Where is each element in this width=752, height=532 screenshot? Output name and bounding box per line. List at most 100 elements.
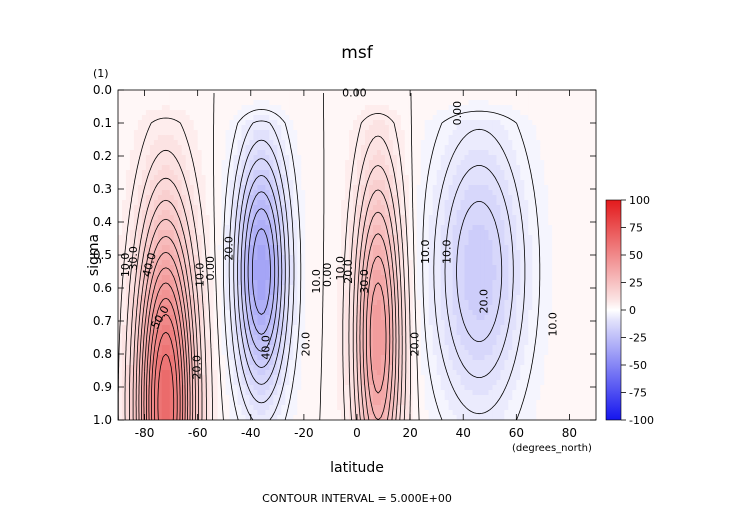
field-cell xyxy=(225,185,231,191)
field-cell xyxy=(341,200,346,206)
field-cell xyxy=(341,115,346,121)
field-cell xyxy=(225,325,231,331)
field-cell xyxy=(329,285,334,291)
field-cell xyxy=(376,250,382,256)
field-cell xyxy=(261,120,266,126)
field-cell xyxy=(364,320,370,326)
field-cell xyxy=(416,245,422,251)
field-cell xyxy=(372,280,378,286)
field-cell xyxy=(404,330,410,336)
field-cell xyxy=(261,305,266,311)
field-cell xyxy=(376,230,382,236)
field-cell xyxy=(181,395,187,401)
field-cell xyxy=(313,295,318,301)
field-cell xyxy=(125,215,131,221)
field-cell xyxy=(364,275,370,281)
field-cell xyxy=(325,155,330,161)
field-cell xyxy=(217,220,223,226)
field-cell xyxy=(281,300,286,306)
field-cell xyxy=(165,110,171,116)
field-cell xyxy=(229,240,235,246)
field-cell xyxy=(341,400,346,406)
field-cell xyxy=(317,95,322,101)
field-cell xyxy=(217,235,223,241)
field-cell xyxy=(245,215,251,221)
field-cell xyxy=(376,365,382,371)
field-cell xyxy=(169,385,175,391)
field-cell xyxy=(345,135,350,141)
field-cell xyxy=(118,350,123,356)
field-cell xyxy=(125,360,131,366)
field-cell xyxy=(129,230,135,236)
field-cell xyxy=(149,280,155,286)
field-cell xyxy=(237,135,243,141)
field-cell xyxy=(181,240,187,246)
field-cell xyxy=(189,165,195,171)
field-cell xyxy=(125,155,131,161)
field-cell xyxy=(141,175,147,181)
field-cell xyxy=(177,285,183,291)
field-cell xyxy=(329,215,334,221)
field-cell xyxy=(293,310,298,316)
field-cell xyxy=(285,290,290,296)
field-cell xyxy=(400,140,406,146)
field-cell xyxy=(380,385,386,391)
field-cell xyxy=(229,215,235,221)
field-cell xyxy=(141,155,147,161)
field-cell xyxy=(201,115,207,121)
field-cell xyxy=(265,165,270,171)
field-cell xyxy=(233,370,239,376)
field-cell xyxy=(221,125,227,131)
field-cell xyxy=(341,95,346,101)
field-cell xyxy=(189,410,195,416)
field-cell xyxy=(341,240,346,246)
field-cell xyxy=(157,195,163,201)
field-cell xyxy=(408,255,414,261)
field-cell xyxy=(141,110,147,116)
field-cell xyxy=(364,285,370,291)
field-cell xyxy=(341,255,346,261)
field-cell xyxy=(209,360,215,366)
field-cell xyxy=(341,245,346,251)
field-cell xyxy=(372,375,378,381)
field-cell xyxy=(404,205,410,211)
field-cell xyxy=(165,160,171,166)
field-cell xyxy=(209,210,215,216)
field-cell xyxy=(118,90,123,96)
field-cell xyxy=(305,275,310,281)
field-cell xyxy=(265,150,270,156)
field-cell xyxy=(384,245,390,251)
field-cell xyxy=(321,400,326,406)
field-cell xyxy=(412,325,418,331)
field-cell xyxy=(325,385,330,391)
field-cell xyxy=(353,335,358,341)
field-cell xyxy=(357,205,362,211)
field-cell xyxy=(165,275,171,281)
field-cell xyxy=(337,335,342,341)
field-cell xyxy=(245,285,251,291)
field-cell xyxy=(392,345,398,351)
field-cell xyxy=(133,205,139,211)
field-cell xyxy=(277,290,282,296)
field-cell xyxy=(273,370,278,376)
field-cell xyxy=(372,195,378,201)
field-cell xyxy=(245,210,251,216)
field-cell xyxy=(400,195,406,201)
field-cell xyxy=(412,205,418,211)
field-cell xyxy=(217,105,223,111)
field-cell xyxy=(384,410,390,416)
field-cell xyxy=(233,305,239,311)
field-cell xyxy=(145,110,151,116)
field-cell xyxy=(205,110,211,116)
field-cell xyxy=(149,160,155,166)
field-cell xyxy=(137,195,143,201)
field-cell xyxy=(353,340,358,346)
field-cell xyxy=(125,145,131,151)
field-cell xyxy=(233,275,239,281)
field-cell xyxy=(233,225,239,231)
field-cell xyxy=(317,290,322,296)
field-cell xyxy=(341,175,346,181)
field-cell xyxy=(217,195,223,201)
field-cell xyxy=(233,245,239,251)
field-cell xyxy=(368,385,374,391)
